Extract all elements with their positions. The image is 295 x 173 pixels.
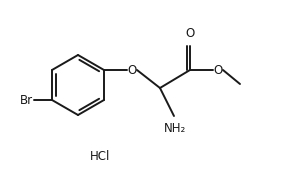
Text: O: O xyxy=(185,27,195,40)
Text: O: O xyxy=(127,63,137,76)
Text: Br: Br xyxy=(20,93,33,107)
Text: NH₂: NH₂ xyxy=(164,122,186,135)
Text: O: O xyxy=(213,63,223,76)
Text: HCl: HCl xyxy=(90,151,110,163)
